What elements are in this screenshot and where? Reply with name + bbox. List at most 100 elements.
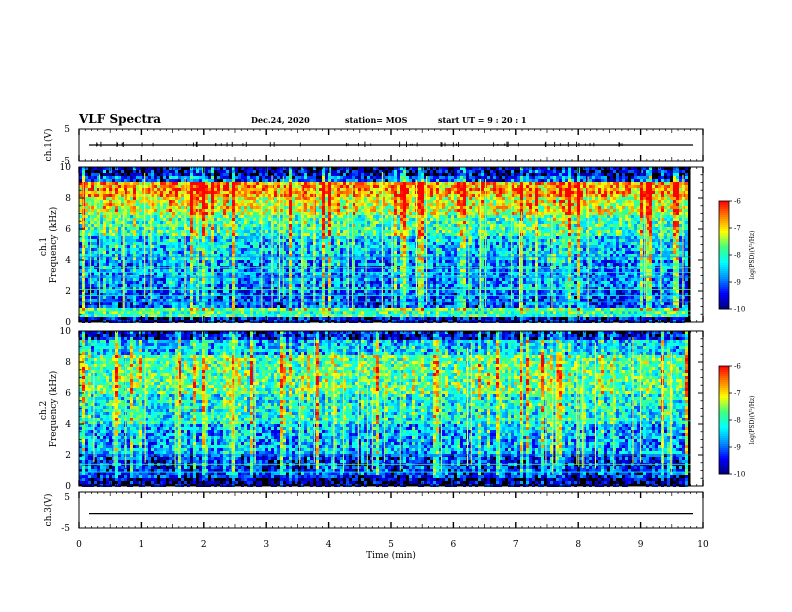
- spectrogram-cell: [223, 206, 226, 209]
- spectrogram-cell: [115, 275, 118, 278]
- spectrogram-cell: [322, 257, 325, 260]
- spectrogram-cell: [109, 242, 112, 245]
- spectrogram-cell: [244, 212, 247, 215]
- spectrogram-cell: [139, 224, 142, 227]
- spectrogram-cell: [178, 314, 181, 317]
- spectrogram-cell: [316, 203, 319, 206]
- spectrogram-cell: [124, 185, 127, 188]
- spectrogram-cell: [298, 242, 301, 245]
- spectrogram-cell: [247, 308, 250, 311]
- spectrogram-cell: [208, 191, 211, 194]
- spectrogram-cell: [154, 200, 157, 203]
- spectrogram-cell: [268, 296, 271, 299]
- spectrogram-cell: [181, 239, 184, 242]
- spectrogram-cell: [361, 230, 364, 233]
- spectrogram-cell: [178, 239, 181, 242]
- spectrogram-cell: [148, 179, 151, 182]
- spectrogram-cell: [241, 278, 244, 281]
- spectrogram-cell: [337, 314, 340, 317]
- spectrogram-cell: [199, 248, 202, 251]
- spectrogram-cell: [346, 182, 349, 185]
- spectrogram-cell: [130, 284, 133, 287]
- spectrogram-cell: [334, 236, 337, 239]
- spectrogram-cell: [199, 317, 202, 320]
- spectrogram-cell: [202, 209, 205, 212]
- spectrogram-cell: [178, 281, 181, 284]
- spectrogram-cell: [295, 248, 298, 251]
- spectrogram-cell: [238, 260, 241, 263]
- spectrogram-cell: [310, 218, 313, 221]
- spectrogram-cell: [193, 263, 196, 266]
- spectrogram-cell: [265, 218, 268, 221]
- spectrogram-cell: [91, 185, 94, 188]
- spectrogram-cell: [334, 239, 337, 242]
- spectrogram-cell: [352, 317, 355, 320]
- spectrogram-cell: [166, 218, 169, 221]
- spectrogram-cell: [139, 242, 142, 245]
- spectrogram-cell: [265, 182, 268, 185]
- spectrogram-cell: [175, 170, 178, 173]
- spectrogram-cell: [337, 257, 340, 260]
- spectrogram-cell: [307, 224, 310, 227]
- spectrogram-cell: [265, 290, 268, 293]
- spectrogram-cell: [163, 197, 166, 200]
- spectrogram-cell: [178, 224, 181, 227]
- spectrogram-cell: [265, 242, 268, 245]
- spectrogram-cell: [226, 170, 229, 173]
- spectrogram-cell: [337, 200, 340, 203]
- spectrogram-cell: [310, 263, 313, 266]
- spectrogram-cell: [322, 239, 325, 242]
- spectrogram-cell: [202, 188, 205, 191]
- spectrogram-cell: [340, 191, 343, 194]
- spectrogram-cell: [115, 248, 118, 251]
- spectrogram-cell: [247, 242, 250, 245]
- spectrogram-cell: [370, 212, 373, 215]
- spectrogram-cell: [280, 188, 283, 191]
- spectrogram-cell: [343, 212, 346, 215]
- spectrogram-cell: [241, 275, 244, 278]
- spectrogram-cell: [115, 209, 118, 212]
- spectrogram-cell: [211, 233, 214, 236]
- spectrogram-cell: [292, 206, 295, 209]
- spectrogram-cell: [172, 281, 175, 284]
- spectrogram-cell: [334, 221, 337, 224]
- spectrogram-cell: [163, 170, 166, 173]
- spectrogram-cell: [160, 275, 163, 278]
- spectrogram-cell: [223, 182, 226, 185]
- spectrogram-cell: [316, 224, 319, 227]
- spectrogram-cell: [202, 296, 205, 299]
- spectrogram-cell: [223, 242, 226, 245]
- spectrogram-cell: [283, 308, 286, 311]
- spectrogram-cell: [217, 215, 220, 218]
- spectrogram-cell: [316, 275, 319, 278]
- spectrogram-cell: [337, 224, 340, 227]
- spectrogram-cell: [286, 209, 289, 212]
- spectrogram-cell: [94, 281, 97, 284]
- spectrogram-cell: [103, 200, 106, 203]
- spectrogram-cell: [292, 209, 295, 212]
- spectrogram-cell: [286, 248, 289, 251]
- spectrogram-cell: [226, 284, 229, 287]
- spectrogram-cell: [112, 263, 115, 266]
- spectrogram-cell: [103, 242, 106, 245]
- spectrogram-cell: [304, 239, 307, 242]
- spectrogram-cell: [223, 185, 226, 188]
- spectrogram-cell: [328, 245, 331, 248]
- spectrogram-cell: [82, 317, 85, 320]
- spectrogram-cell: [121, 185, 124, 188]
- spectrogram-cell: [199, 209, 202, 212]
- spectrogram-cell: [157, 296, 160, 299]
- spectrogram-cell: [187, 209, 190, 212]
- spectrogram-cell: [154, 302, 157, 305]
- spectrogram-cell: [307, 191, 310, 194]
- spectrogram-cell: [106, 188, 109, 191]
- spectrogram-cell: [202, 227, 205, 230]
- spectrogram-cell: [187, 227, 190, 230]
- spectrogram-cell: [280, 206, 283, 209]
- spectrogram-cell: [256, 302, 259, 305]
- spectrogram-cell: [271, 317, 274, 320]
- spectrogram-cell: [211, 212, 214, 215]
- spectrogram-cell: [274, 230, 277, 233]
- spectrogram-cell: [157, 269, 160, 272]
- spectrogram-cell: [310, 182, 313, 185]
